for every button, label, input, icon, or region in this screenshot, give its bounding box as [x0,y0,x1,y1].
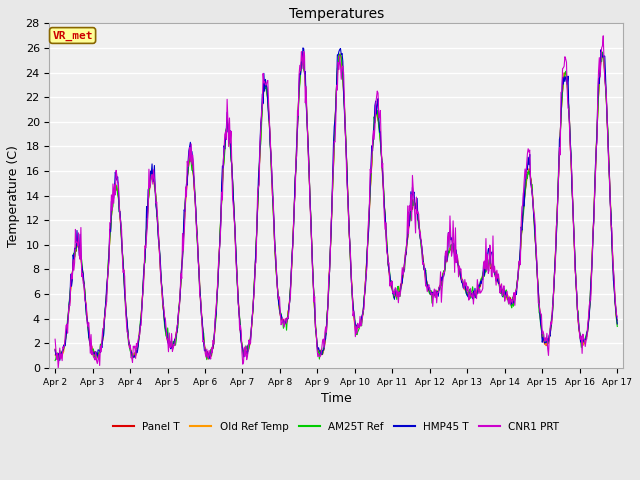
CNR1 PRT [54,365,62,371]
HMP45 T [207,351,214,357]
CNR1 PRT [600,33,607,39]
AM25T Ref [598,49,606,55]
Panel T [119,260,127,265]
Old Ref Temp [614,321,621,327]
Old Ref Temp [120,276,128,281]
AM25T Ref [177,290,184,296]
CNR1 PRT [406,203,413,209]
Panel T [51,346,59,352]
HMP45 T [422,278,430,284]
Panel T [205,356,212,362]
Legend: Panel T, Old Ref Temp, AM25T Ref, HMP45 T, CNR1 PRT: Panel T, Old Ref Temp, AM25T Ref, HMP45 … [109,418,563,436]
Panel T [207,351,214,357]
Old Ref Temp [51,352,59,358]
Panel T [177,292,184,298]
CNR1 PRT [51,336,59,342]
HMP45 T [177,273,185,278]
Old Ref Temp [207,352,214,358]
AM25T Ref [51,358,59,363]
Panel T [614,317,621,323]
Old Ref Temp [62,331,70,336]
HMP45 T [56,358,63,363]
HMP45 T [62,333,70,339]
HMP45 T [299,45,307,51]
Line: HMP45 T: HMP45 T [55,48,618,360]
HMP45 T [614,321,621,327]
X-axis label: Time: Time [321,392,351,405]
Text: VR_met: VR_met [52,30,93,41]
HMP45 T [120,274,128,279]
AM25T Ref [119,258,127,264]
Line: CNR1 PRT: CNR1 PRT [55,36,618,368]
Old Ref Temp [177,276,185,282]
Old Ref Temp [406,212,414,217]
Old Ref Temp [422,279,430,285]
Panel T [406,214,414,220]
Panel T [61,338,69,344]
CNR1 PRT [422,283,429,289]
CNR1 PRT [177,271,185,276]
Line: Panel T: Panel T [55,54,618,359]
CNR1 PRT [120,267,128,273]
AM25T Ref [614,324,621,329]
Line: AM25T Ref: AM25T Ref [55,52,618,360]
Panel T [422,277,430,283]
CNR1 PRT [207,356,214,362]
Old Ref Temp [53,355,61,360]
CNR1 PRT [614,314,621,320]
AM25T Ref [404,225,412,230]
AM25T Ref [421,270,429,276]
Old Ref Temp [337,51,344,57]
Y-axis label: Temperature (C): Temperature (C) [7,145,20,247]
Title: Temperatures: Temperatures [289,7,384,21]
HMP45 T [51,347,59,353]
AM25T Ref [61,339,69,345]
CNR1 PRT [62,323,70,328]
HMP45 T [406,210,414,216]
AM25T Ref [206,352,214,358]
Panel T [336,51,344,57]
Line: Old Ref Temp: Old Ref Temp [55,54,618,358]
